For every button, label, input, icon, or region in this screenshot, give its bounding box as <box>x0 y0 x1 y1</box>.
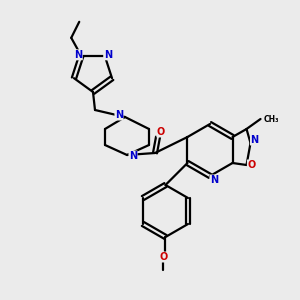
Text: N: N <box>104 50 112 60</box>
Text: N: N <box>115 110 123 120</box>
Text: CH₃: CH₃ <box>263 115 279 124</box>
Text: N: N <box>74 50 82 60</box>
Text: N: N <box>129 151 137 161</box>
Text: O: O <box>159 252 168 262</box>
Text: O: O <box>157 127 165 137</box>
Text: O: O <box>248 160 256 170</box>
Text: N: N <box>210 175 218 185</box>
Text: N: N <box>250 135 259 145</box>
